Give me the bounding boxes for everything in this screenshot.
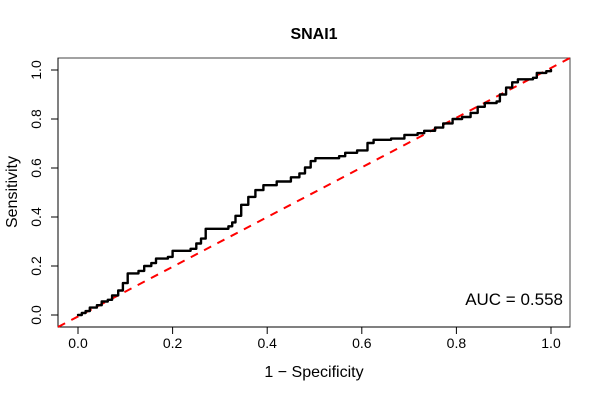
x-tick-label: 1.0 bbox=[541, 335, 561, 351]
x-tick-label: 0.8 bbox=[447, 335, 467, 351]
y-tick-label: 0.2 bbox=[28, 256, 44, 276]
y-tick-label: 0.4 bbox=[28, 207, 44, 227]
x-axis-label: 1 − Specificity bbox=[264, 364, 363, 381]
auc-annotation: AUC = 0.558 bbox=[465, 290, 563, 309]
chance-reference-line bbox=[57, 57, 571, 328]
roc-curve bbox=[76, 68, 553, 317]
y-tick-label: 0.0 bbox=[28, 305, 44, 325]
x-tick-label: 0.6 bbox=[352, 335, 372, 351]
x-tick-label: 0.0 bbox=[68, 335, 88, 351]
y-tick-label: 1.0 bbox=[28, 60, 44, 80]
chart-title: SNAI1 bbox=[290, 26, 337, 43]
y-tick-label: 0.8 bbox=[28, 109, 44, 129]
y-tick-label: 0.6 bbox=[28, 158, 44, 178]
x-tick-label: 0.2 bbox=[163, 335, 183, 351]
axis-ticks: 0.0 0.2 0.4 0.6 0.8 1.0 0.0 0.2 0.4 0.6 0.8 1.0 bbox=[28, 58, 570, 351]
x-tick-label: 0.4 bbox=[257, 335, 277, 351]
y-axis-label: Sensitivity bbox=[4, 156, 21, 228]
